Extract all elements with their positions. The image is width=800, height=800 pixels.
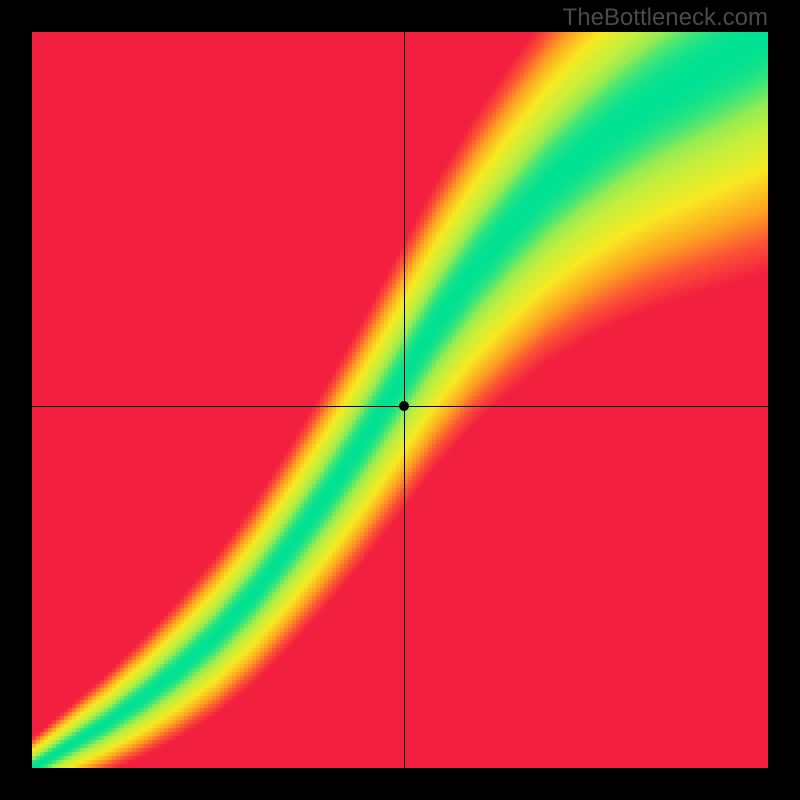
crosshair-marker (399, 401, 409, 411)
watermark-text: TheBottleneck.com (563, 4, 768, 32)
heatmap-canvas (32, 32, 768, 768)
heatmap-plot (32, 32, 768, 768)
